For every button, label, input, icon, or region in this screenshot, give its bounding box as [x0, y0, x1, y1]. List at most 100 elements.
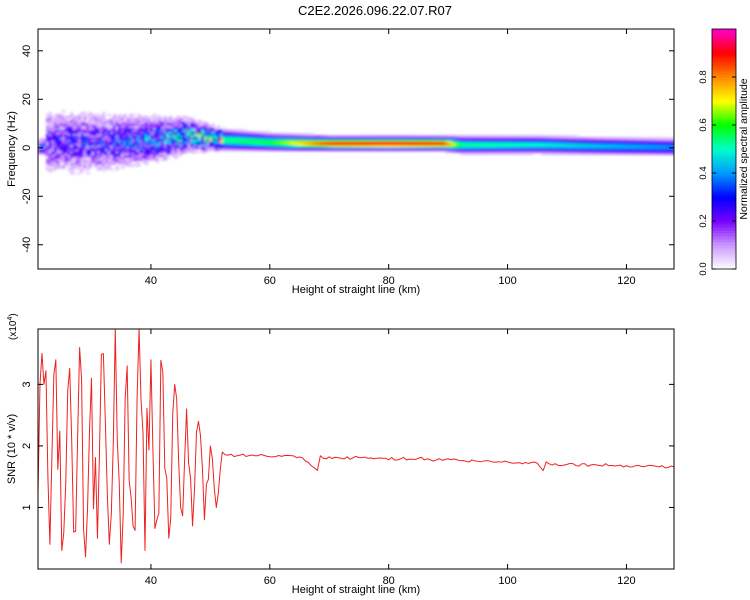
spectrogram-cell [177, 146, 181, 150]
spectrogram-cell [128, 154, 133, 158]
spectrogram-cell [177, 115, 181, 119]
spectrogram-cell [64, 125, 69, 129]
spectrogram-cell [104, 154, 109, 158]
spectrogram-cell [457, 135, 462, 138]
spectrogram-cell [607, 148, 611, 152]
spectrogram-cell [72, 129, 77, 132]
spectrogram-cell [128, 115, 133, 119]
spectrogram-cell [650, 142, 654, 146]
spectrogram-cell [471, 135, 475, 138]
spectrogram-cell [441, 148, 446, 152]
spectrogram-cell [64, 131, 69, 134]
spectrogram-cell [177, 142, 181, 146]
spectrogram-cell [128, 158, 133, 161]
spectrogram-cell [364, 141, 368, 144]
spectrogram-cell [91, 144, 95, 148]
spectrogram-cell [136, 154, 141, 158]
spectrogram-cell [388, 142, 392, 146]
spectrogram-cell [43, 144, 47, 148]
spectrogram-cell [227, 142, 232, 146]
spectrogram-cell [540, 137, 545, 140]
spectrogram-cell [530, 135, 534, 138]
spectrogram-cell [326, 144, 331, 148]
spectrogram-cell [147, 142, 151, 146]
spectrogram-cell [83, 156, 87, 160]
spectrogram-cell [490, 142, 494, 146]
spectrogram-cell [415, 139, 419, 142]
colorbar-tick-label: 0.6 [698, 118, 709, 131]
spectrogram-cell [51, 133, 55, 136]
spectrogram-cell [163, 154, 167, 158]
spectrogram-cell [308, 135, 312, 138]
spectrogram-cell [423, 148, 427, 152]
spectrogram-cell [187, 123, 192, 127]
spectrogram-cell [83, 158, 87, 161]
spectrogram-cell [578, 152, 582, 156]
spectrogram-cell [219, 129, 224, 132]
spectrogram-cell [177, 144, 181, 148]
spectrogram-cell [412, 148, 416, 152]
spectrogram-cell [46, 139, 50, 142]
spectrogram-cell [623, 152, 628, 156]
colorbar-cell [712, 35, 736, 39]
spectrogram-cell [217, 133, 221, 136]
spectrogram-cell [139, 144, 143, 148]
spectrogram-cell [305, 142, 309, 146]
spectrogram-cell [112, 148, 117, 152]
spectrogram-cell [254, 142, 258, 146]
spectrogram-x-label: Height of straight line (km) [292, 284, 420, 296]
spectrogram-cell [203, 148, 208, 152]
colorbar-cell [712, 53, 736, 57]
spectrogram-cell [653, 142, 657, 146]
spectrogram-cell [185, 137, 189, 140]
spectrogram-cell [51, 154, 55, 158]
spectrogram-cell [206, 137, 210, 140]
spectrogram-cell [583, 141, 587, 144]
spectrogram-cell [62, 137, 66, 140]
spectrogram-cell [136, 142, 141, 146]
spectrogram-cell [441, 146, 446, 150]
spectrogram-cell [102, 168, 106, 171]
spectrogram-cell [62, 123, 66, 127]
spectrogram-cell [59, 148, 63, 152]
spectrogram-cell [650, 137, 654, 140]
spectrogram-cell [195, 125, 200, 129]
spectrogram-cell [637, 141, 641, 144]
spectrogram-cell [222, 133, 226, 136]
spectrogram-cell [476, 141, 480, 144]
spectrogram-cell [305, 141, 309, 144]
spectrogram-cell [203, 135, 208, 138]
spectrogram-cell [75, 150, 79, 154]
spectrogram-cell [350, 144, 355, 148]
spectrogram-cell [340, 146, 344, 150]
spectrogram-cell [177, 131, 181, 134]
spectrogram-cell [54, 144, 58, 148]
spectrogram-cell [120, 125, 125, 129]
spectrogram-cell [276, 137, 280, 140]
spectrogram-cell [198, 129, 202, 132]
spectrogram-cell [107, 131, 111, 134]
spectrogram-cell [115, 127, 119, 130]
spectrogram-cell [72, 133, 77, 136]
spectrogram-cell [195, 146, 200, 150]
spectrogram-cell [166, 144, 170, 148]
spectrogram-cell [96, 113, 101, 117]
spectrogram-cell [591, 139, 595, 142]
spectrogram-cell [126, 160, 130, 163]
spectrogram-cell [669, 144, 673, 148]
spectrogram-cell [193, 150, 197, 154]
spectrogram-cell [401, 135, 406, 138]
spectrogram-cell [177, 129, 181, 132]
spectrogram-cell [78, 129, 82, 132]
spectrogram-cell [399, 141, 403, 144]
spectrogram-cell [115, 129, 119, 132]
spectrogram-cell [153, 141, 157, 144]
spectrogram-cell [241, 129, 245, 132]
spectrogram-cell [514, 141, 518, 144]
spectrogram-cell [46, 158, 50, 161]
spectrogram-cell [80, 150, 85, 154]
spectrogram-cell [78, 127, 82, 130]
spectrogram-cell [179, 152, 184, 156]
spectrogram-cell [645, 150, 649, 154]
spectrogram-cell [605, 146, 609, 150]
